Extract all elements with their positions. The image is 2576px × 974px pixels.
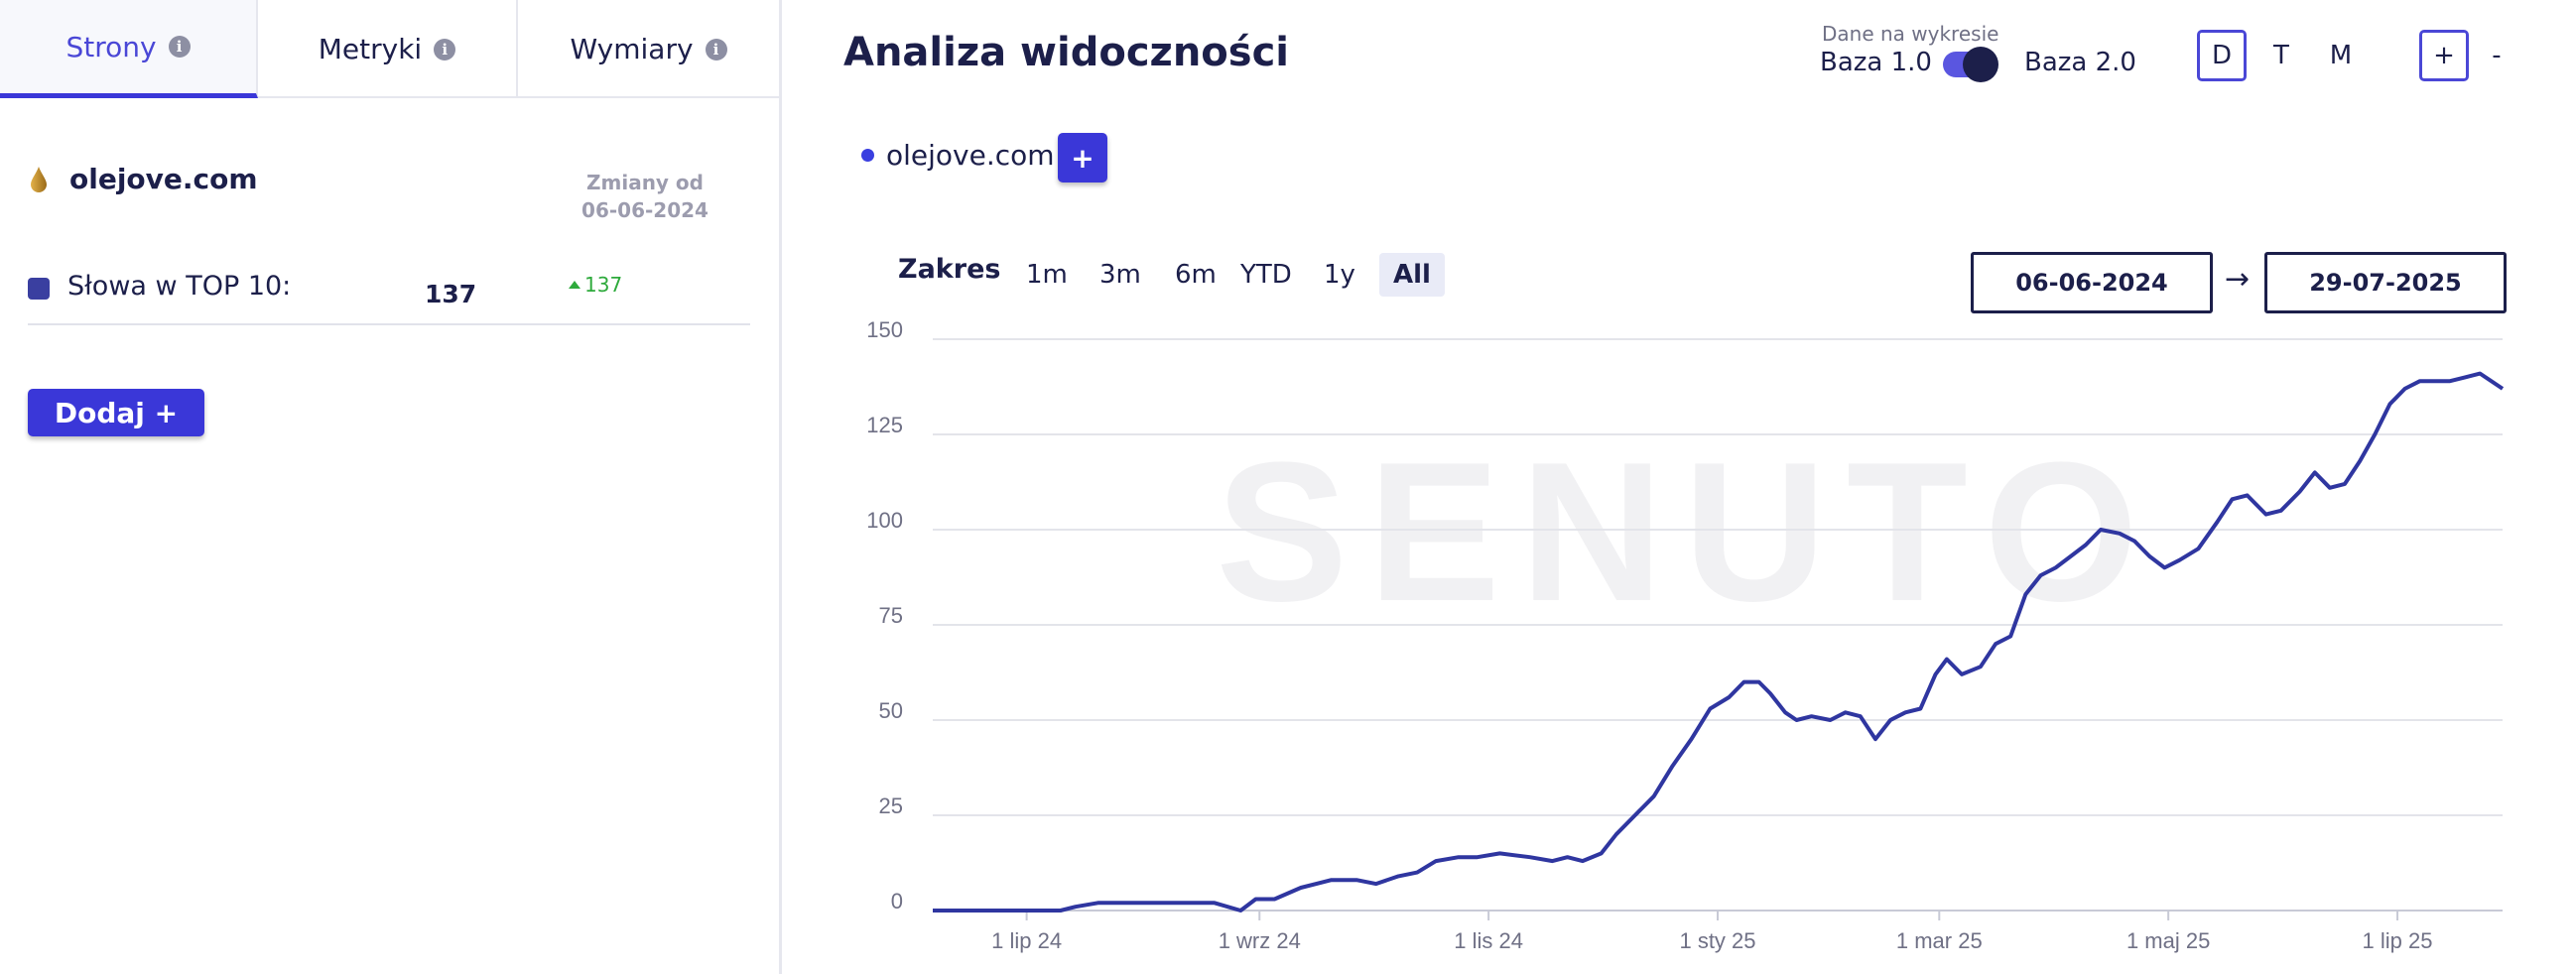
tab-strony-label: Strony: [65, 30, 157, 63]
y-tick-label: 25: [879, 793, 903, 818]
range-3m-button[interactable]: 3m: [1099, 260, 1141, 290]
watermark: SENUTO: [1216, 422, 2158, 643]
info-icon[interactable]: i: [168, 36, 191, 58]
metric-delta-value: 137: [584, 273, 623, 297]
period-day-button[interactable]: D: [2197, 30, 2247, 81]
series-line: [933, 371, 2505, 913]
domain-row: olejove.com: [30, 163, 258, 195]
changes-since: Zmiany od 06-06-2024: [556, 169, 734, 224]
page-title: Analiza widoczności: [843, 30, 1290, 75]
arrow-up-icon: [569, 281, 580, 289]
x-tick-label: 1 lis 24: [1454, 928, 1523, 953]
toggle-knob: [1963, 47, 1998, 82]
date-to-input[interactable]: 29-07-2025: [2264, 252, 2507, 313]
tab-metryki-label: Metryki: [318, 33, 423, 65]
x-tick-label: 1 mar 25: [1896, 928, 1983, 953]
y-tick-label: 75: [879, 603, 903, 628]
add-series-button[interactable]: +: [1058, 133, 1107, 183]
zoom-out-button[interactable]: -: [2492, 41, 2502, 70]
series-name: olejove.com: [886, 139, 1055, 172]
y-tick-label: 0: [891, 889, 903, 913]
x-tick-label: 1 lip 25: [2363, 928, 2433, 953]
series-tag[interactable]: olejove.com: [861, 139, 1055, 172]
range-1y-button[interactable]: 1y: [1324, 260, 1355, 290]
period-month-button[interactable]: M: [2329, 41, 2353, 70]
left-panel: Strony i Metryki i Wymiary i olejove.com…: [0, 0, 782, 974]
base-1-label: Baza 1.0: [1820, 48, 1932, 77]
metric-delta: 137: [569, 273, 622, 297]
metric-row: Słowa w TOP 10: 137 137: [28, 268, 750, 325]
oil-drop-icon: [31, 166, 47, 192]
base-2-label: Baza 2.0: [2024, 48, 2136, 77]
y-tick-label: 150: [866, 317, 903, 342]
info-icon[interactable]: i: [705, 38, 727, 61]
x-tick-label: 1 lip 24: [991, 928, 1062, 953]
range-label: Zakres: [898, 254, 1001, 285]
date-from-input[interactable]: 06-06-2024: [1971, 252, 2213, 313]
arrow-right-icon: →: [2225, 262, 2251, 297]
changes-label: Zmiany od: [586, 171, 704, 194]
period-week-button[interactable]: T: [2273, 41, 2289, 70]
data-source-label: Dane na wykresie: [1822, 22, 1999, 46]
info-icon[interactable]: i: [434, 38, 456, 61]
y-tick-label: 50: [879, 698, 903, 723]
zoom-in-button[interactable]: +: [2419, 30, 2469, 81]
range-1m-button[interactable]: 1m: [1026, 260, 1068, 290]
x-tick-label: 1 wrz 24: [1219, 928, 1301, 953]
x-tick-label: 1 sty 25: [1679, 928, 1755, 953]
tab-strony[interactable]: Strony i: [0, 0, 258, 98]
add-button[interactable]: Dodaj +: [28, 389, 204, 436]
metric-label: Słowa w TOP 10:: [67, 271, 292, 302]
range-ytd-button[interactable]: YTD: [1240, 260, 1292, 290]
y-tick-label: 100: [866, 508, 903, 533]
domain-name: olejove.com: [69, 163, 258, 195]
tab-bar: Strony i Metryki i Wymiary i: [0, 0, 779, 98]
tab-metryki[interactable]: Metryki i: [258, 0, 518, 98]
base-toggle[interactable]: [1943, 47, 1998, 82]
range-all-button[interactable]: All: [1379, 253, 1445, 297]
series-dot-icon: [861, 149, 874, 162]
metric-value: 137: [425, 280, 477, 308]
y-tick-label: 125: [866, 413, 903, 437]
changes-date: 06-06-2024: [581, 198, 708, 222]
x-tick-label: 1 maj 25: [2126, 928, 2210, 953]
series-color-swatch[interactable]: [28, 278, 50, 300]
range-6m-button[interactable]: 6m: [1175, 260, 1217, 290]
tab-wymiary[interactable]: Wymiary i: [518, 0, 779, 98]
tab-wymiary-label: Wymiary: [570, 33, 694, 65]
